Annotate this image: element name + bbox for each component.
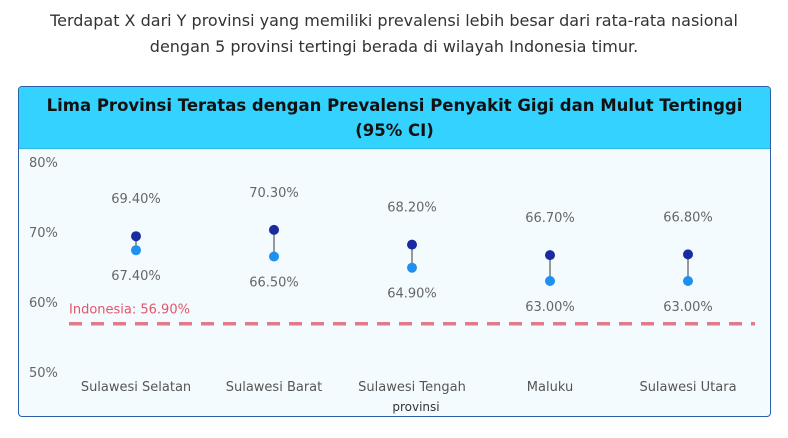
intro-line-1: Terdapat X dari Y provinsi yang memiliki… xyxy=(50,11,738,30)
lower-point xyxy=(545,276,555,286)
y-tick-label: 80% xyxy=(29,156,58,171)
lower-data-label: 67.40% xyxy=(111,269,161,284)
x-axis-label: provinsi xyxy=(392,400,439,414)
x-tick-label: Sulawesi Barat xyxy=(226,380,323,395)
x-tick-label: Sulawesi Selatan xyxy=(81,380,191,395)
y-tick-label: 70% xyxy=(29,226,58,241)
upper-point xyxy=(683,249,693,260)
upper-point xyxy=(545,250,555,261)
chart-title-line-2: (95% CI) xyxy=(355,120,434,140)
lower-point xyxy=(683,276,693,286)
x-tick-label: Maluku xyxy=(527,380,573,395)
upper-point xyxy=(131,231,141,242)
plot-area: 50% 60% 70% 80% Indonesia: 56.90% 69.40% 67.40… xyxy=(29,156,755,414)
lower-data-label: 63.00% xyxy=(525,300,575,315)
chart-title-line-1: Lima Provinsi Teratas dengan Prevalensi … xyxy=(46,95,743,115)
upper-data-label: 69.40% xyxy=(111,192,161,207)
reference-label: Indonesia: 56.90% xyxy=(69,303,190,318)
lower-data-label: 63.00% xyxy=(663,300,713,315)
upper-data-label: 68.20% xyxy=(387,201,437,216)
upper-data-label: 70.30% xyxy=(249,186,299,201)
x-tick-label: Sulawesi Utara xyxy=(639,380,736,395)
chart-title: Lima Provinsi Teratas dengan Prevalensi … xyxy=(19,87,770,149)
intro-text: Terdapat X dari Y provinsi yang memiliki… xyxy=(0,8,788,60)
lower-point xyxy=(407,262,417,273)
upper-data-label: 66.70% xyxy=(525,211,575,226)
upper-point xyxy=(407,239,417,250)
lower-data-label: 64.90% xyxy=(387,287,437,302)
lower-data-label: 66.50% xyxy=(249,276,299,291)
intro-line-2: dengan 5 provinsi tertingi berada di wil… xyxy=(149,37,639,56)
upper-data-label: 66.80% xyxy=(663,210,713,225)
lower-point xyxy=(269,251,279,262)
lower-point xyxy=(131,245,141,256)
x-tick-label: Sulawesi Tengah xyxy=(358,380,466,395)
chart-card: Lima Provinsi Teratas dengan Prevalensi … xyxy=(18,86,771,417)
y-tick-label: 60% xyxy=(29,296,58,311)
y-tick-label: 50% xyxy=(29,366,58,381)
upper-point xyxy=(269,224,279,235)
